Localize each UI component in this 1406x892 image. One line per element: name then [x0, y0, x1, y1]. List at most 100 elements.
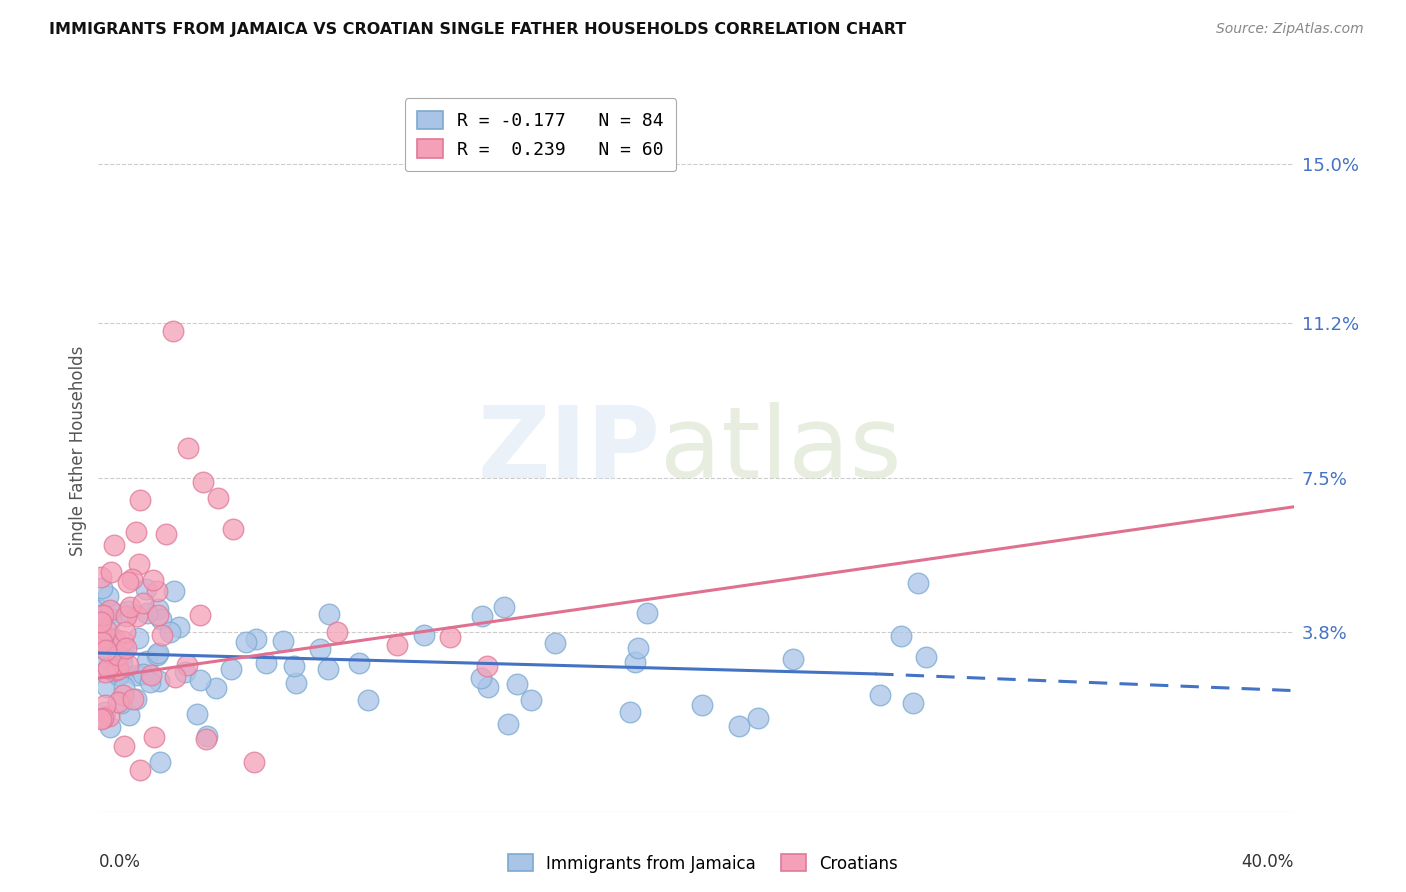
Point: [125, 609, 148, 624]
Point: [177, 442, 200, 456]
Point: [91, 711, 114, 725]
Point: [149, 756, 172, 770]
Point: [135, 606, 157, 620]
Point: [98, 632, 121, 646]
Point: [174, 665, 197, 680]
Point: [115, 608, 138, 623]
Point: [103, 659, 125, 673]
Point: [148, 608, 170, 623]
Point: [121, 572, 143, 586]
Point: [165, 670, 187, 684]
Point: [90, 635, 112, 649]
Point: [254, 656, 277, 670]
Point: [112, 680, 135, 694]
Point: [142, 573, 165, 587]
Point: [90, 570, 112, 584]
Point: [124, 692, 146, 706]
Point: [104, 632, 127, 647]
Point: [100, 605, 122, 619]
Point: [163, 584, 186, 599]
Point: [114, 624, 136, 639]
Point: [869, 688, 891, 702]
Point: [100, 632, 122, 647]
Point: [115, 640, 138, 655]
Point: [162, 325, 184, 339]
Point: [326, 625, 349, 640]
Point: [129, 493, 152, 508]
Point: [90, 660, 112, 674]
Point: [619, 705, 641, 719]
Point: [90, 632, 112, 646]
Point: [104, 663, 127, 677]
Point: [207, 491, 229, 506]
Point: [623, 655, 645, 669]
Point: [477, 680, 499, 694]
Point: [97, 661, 120, 675]
Point: [146, 583, 169, 598]
Text: 0.0%: 0.0%: [98, 854, 141, 871]
Point: [120, 599, 142, 614]
Point: [149, 612, 172, 626]
Point: [90, 615, 112, 629]
Point: [148, 602, 170, 616]
Point: [101, 659, 124, 673]
Point: [285, 676, 308, 690]
Point: [107, 648, 129, 663]
Point: [100, 566, 122, 580]
Point: [122, 692, 145, 706]
Point: [782, 651, 804, 665]
Legend: Immigrants from Jamaica, Croatians: Immigrants from Jamaica, Croatians: [502, 847, 904, 880]
Point: [152, 628, 174, 642]
Point: [385, 638, 409, 652]
Text: 40.0%: 40.0%: [1241, 854, 1294, 871]
Point: [98, 720, 121, 734]
Point: [111, 655, 134, 669]
Point: [271, 633, 294, 648]
Point: [901, 696, 924, 710]
Point: [96, 680, 118, 694]
Point: [492, 600, 515, 615]
Point: [496, 716, 519, 731]
Point: [221, 522, 243, 536]
Point: [349, 656, 371, 670]
Text: IMMIGRANTS FROM JAMAICA VS CROATIAN SINGLE FATHER HOUSEHOLDS CORRELATION CHART: IMMIGRANTS FROM JAMAICA VS CROATIAN SING…: [49, 22, 907, 37]
Point: [148, 674, 170, 689]
Point: [132, 667, 155, 681]
Point: [195, 729, 218, 743]
Point: [111, 634, 134, 648]
Point: [129, 763, 152, 777]
Point: [470, 671, 492, 685]
Point: [636, 606, 658, 620]
Point: [243, 755, 266, 769]
Point: [747, 711, 769, 725]
Point: [94, 665, 117, 680]
Point: [103, 538, 125, 552]
Point: [148, 646, 170, 660]
Point: [132, 596, 155, 610]
Point: [98, 708, 121, 723]
Point: [107, 662, 129, 676]
Point: [357, 693, 380, 707]
Point: [471, 609, 494, 624]
Point: [90, 603, 112, 617]
Point: [139, 668, 162, 682]
Point: [93, 705, 115, 719]
Point: [205, 681, 228, 695]
Point: [169, 620, 191, 634]
Point: [97, 590, 120, 604]
Point: [139, 675, 162, 690]
Point: [96, 624, 118, 638]
Point: [111, 666, 134, 681]
Point: [728, 719, 751, 733]
Point: [117, 604, 139, 618]
Point: [219, 662, 242, 676]
Point: [907, 576, 929, 591]
Point: [135, 582, 157, 596]
Point: [318, 607, 340, 621]
Point: [107, 668, 129, 682]
Point: [90, 624, 112, 639]
Point: [627, 640, 650, 655]
Point: [186, 707, 208, 722]
Point: [245, 632, 267, 647]
Point: [142, 730, 165, 744]
